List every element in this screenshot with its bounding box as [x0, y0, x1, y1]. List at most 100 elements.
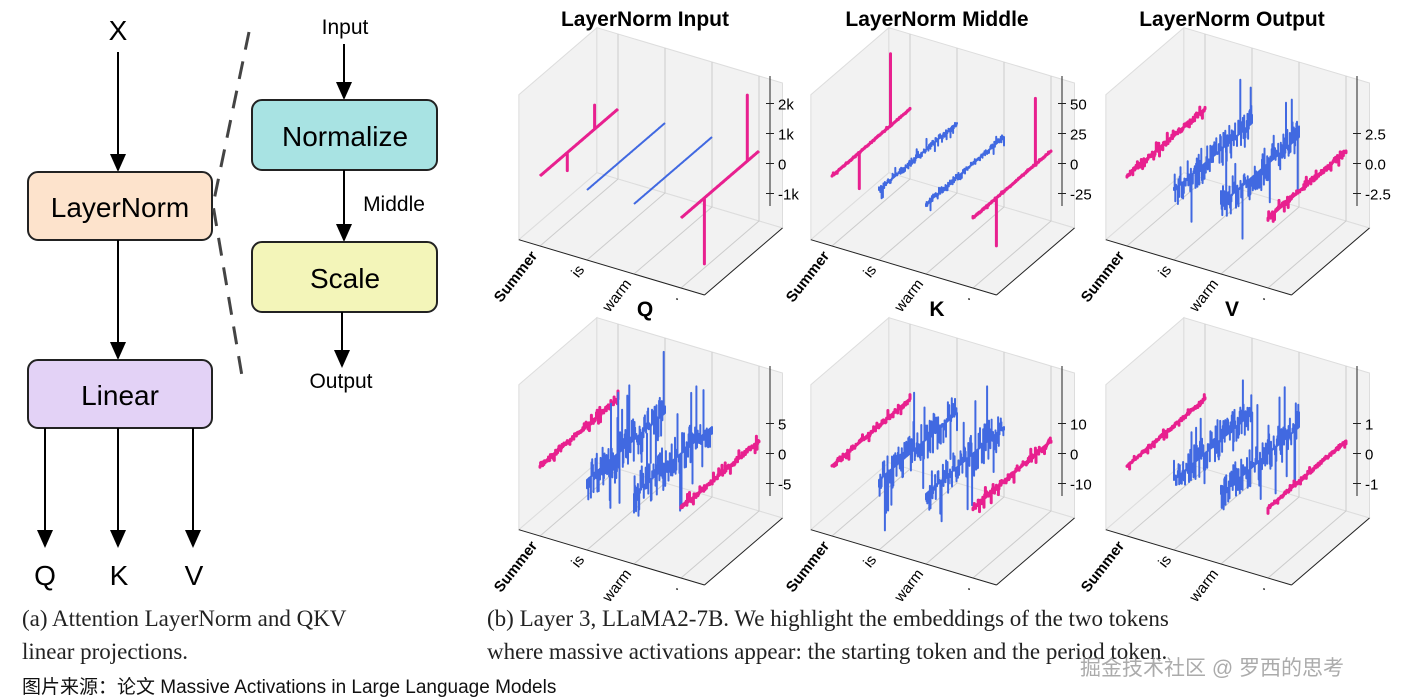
output-q-label: Q [34, 560, 56, 591]
token-label: . [958, 290, 974, 304]
diagram-attention-layernorm: X LayerNorm Linear Q K V Input Normalize… [27, 15, 438, 591]
token-label: . [666, 580, 682, 594]
series-Summer [830, 393, 912, 468]
dim-axis [1291, 227, 1370, 296]
z-tick-label: -1 [1365, 477, 1378, 494]
token-label: is [1155, 552, 1175, 571]
token-label: Summer [491, 538, 541, 596]
grid-line [972, 76, 1052, 289]
series-is [878, 121, 958, 200]
grid-line [878, 48, 958, 261]
plot-title: LayerNorm Middle [845, 8, 1028, 31]
z-tick-label: 0.0 [1365, 157, 1386, 174]
z-tick-label: 0 [778, 157, 786, 174]
plot-title: LayerNorm Input [561, 8, 729, 31]
grid-line [1267, 76, 1347, 289]
token-label: warm [891, 276, 928, 316]
grid-line [633, 62, 713, 275]
series-Summer [1125, 393, 1207, 471]
grid-line [1220, 62, 1300, 275]
series-. [1266, 439, 1348, 515]
token-axis [810, 239, 997, 296]
normalize-label: Normalize [282, 121, 408, 152]
series-. [971, 436, 1053, 514]
series-warm [925, 134, 1005, 212]
z-tick-label: 0 [1070, 157, 1078, 174]
plot-title: Q [637, 298, 653, 321]
token-axis [518, 529, 705, 586]
grid-line [925, 352, 1005, 565]
token-axis [1105, 529, 1292, 586]
token-label: is [860, 262, 880, 281]
grid-line [1267, 366, 1347, 579]
dim-axis [996, 227, 1075, 296]
series-warm [1220, 98, 1300, 240]
caption-b: (b) Layer 3, LLaMA2-7B. We highlight the… [487, 602, 1169, 668]
detail-input-label: Input [322, 16, 369, 39]
token-label: . [958, 580, 974, 594]
z-tick-label: 50 [1070, 97, 1087, 114]
caption-a-line1: (a) Attention LayerNorm and QKV [22, 606, 347, 631]
series-is [878, 391, 958, 532]
grid-line [925, 62, 1005, 275]
z-tick-label: -5 [778, 477, 791, 494]
grid-line [1173, 48, 1253, 261]
grid-line [972, 366, 1052, 579]
grid-line [1220, 352, 1300, 565]
series-is [586, 122, 666, 191]
series-. [679, 93, 761, 266]
z-tick-label: 0 [1365, 447, 1373, 464]
detail-middle-label: Middle [363, 193, 425, 216]
grid-line [878, 338, 958, 551]
layernorm-label: LayerNorm [51, 192, 189, 223]
token-label: is [568, 262, 588, 281]
plot-title: LayerNorm Output [1139, 8, 1325, 31]
token-axis [1105, 239, 1292, 296]
grid-line [831, 34, 911, 247]
zoom-dashed-line [211, 31, 251, 383]
token-axis [518, 239, 705, 296]
linear-box [27, 359, 213, 429]
grid-line [633, 352, 713, 565]
token-label: . [1253, 580, 1269, 594]
z-tick-label: -10 [1070, 477, 1092, 494]
output-v-label: V [185, 560, 204, 591]
token-label: Summer [491, 248, 541, 306]
token-label: is [568, 552, 588, 571]
dim-axis [704, 227, 783, 296]
grid-line [539, 324, 619, 537]
watermark: 掘金技术社区 @ 罗西的思考 [1080, 657, 1344, 680]
caption-a-line2: linear projections. [22, 639, 189, 664]
z-tick-label: 0 [1070, 447, 1078, 464]
dim-axis [996, 517, 1075, 586]
grid-line [680, 76, 760, 289]
input-x-label: X [109, 15, 128, 46]
dim-axis [1291, 517, 1370, 586]
token-label: is [1155, 262, 1175, 281]
token-label: warm [599, 276, 636, 316]
caption-b-line1: (b) Layer 3, LLaMA2-7B. We highlight the… [487, 606, 1169, 631]
series-. [679, 434, 761, 510]
detail-output-label: Output [309, 370, 372, 393]
plot-title: V [1225, 298, 1239, 321]
series-Summer [538, 103, 620, 178]
series-is [586, 350, 666, 509]
z-tick-label: 25 [1070, 127, 1087, 144]
caption-a: (a) Attention LayerNorm and QKV linear p… [22, 602, 346, 668]
z-tick-label: 2k [778, 97, 794, 114]
grid-line [539, 34, 619, 247]
token-label: warm [599, 566, 636, 606]
plot-title: K [929, 298, 944, 321]
series-is [1173, 379, 1253, 486]
series-warm [1220, 386, 1300, 511]
grid-line [586, 48, 666, 261]
series-warm [925, 385, 1005, 523]
z-tick-label: 2.5 [1365, 127, 1386, 144]
token-label: warm [1186, 566, 1223, 606]
